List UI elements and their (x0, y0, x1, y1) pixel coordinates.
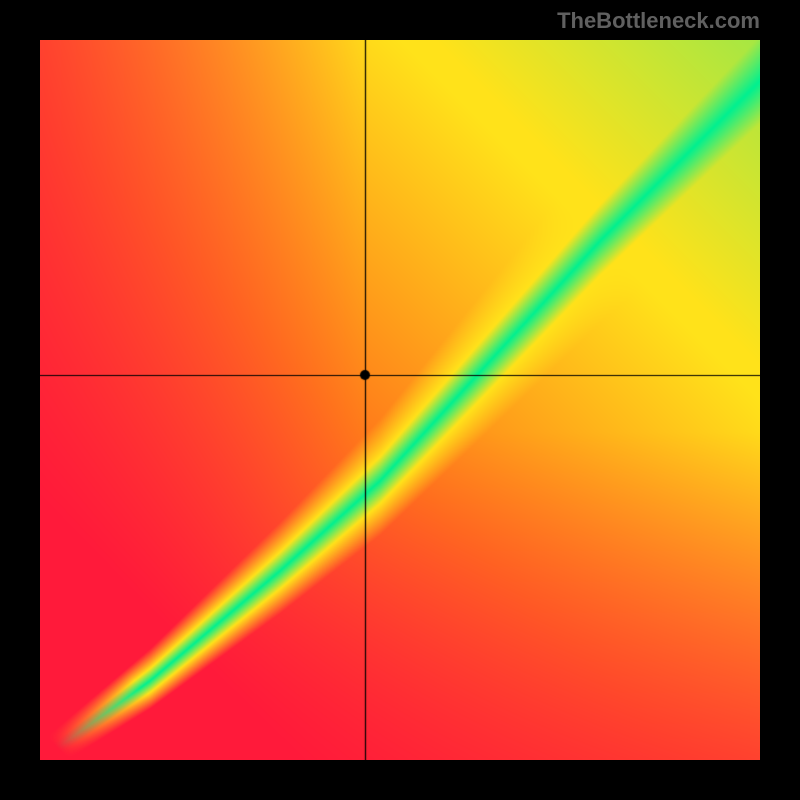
heatmap-canvas (40, 40, 760, 760)
chart-container: TheBottleneck.com (0, 0, 800, 800)
watermark-text: TheBottleneck.com (557, 8, 760, 34)
plot-area (40, 40, 760, 760)
